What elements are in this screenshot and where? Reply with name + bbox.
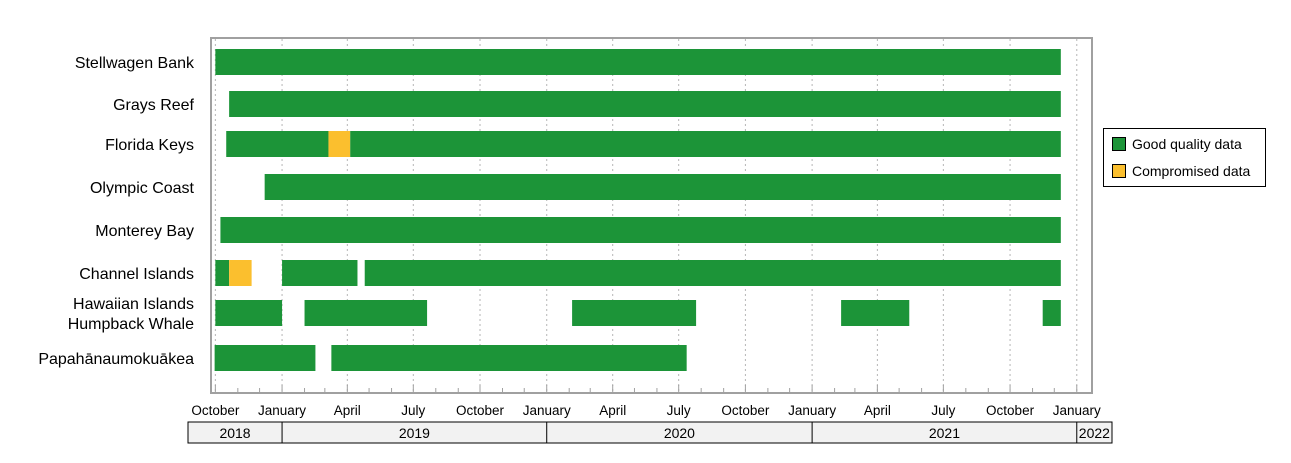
x-tick-label: January — [788, 403, 836, 418]
year-band: 2018 2019 2020 2021 2022 — [187, 421, 1113, 444]
x-tick-labels: October January April July October January Apr… — [191, 403, 1101, 418]
category-label: Channel Islands — [79, 266, 194, 283]
timeline-segment — [215, 260, 230, 286]
year-band-frame — [187, 421, 1113, 444]
x-tick-label: April — [334, 403, 361, 418]
x-tick-label: October — [191, 403, 240, 418]
timeline-segment — [350, 131, 1061, 157]
legend: Good quality data Compromised data — [1103, 128, 1266, 187]
legend-item-compromised: Compromised data — [1112, 163, 1250, 179]
year-label: 2019 — [399, 425, 430, 441]
legend-item-good: Good quality data — [1112, 136, 1242, 152]
timeline-segment — [226, 131, 329, 157]
timeline-segment — [1042, 300, 1061, 326]
legend-swatch-compromised — [1112, 164, 1126, 178]
minor-ticks — [214, 385, 1078, 393]
x-tick-label: October — [456, 403, 505, 418]
timeline-segment — [364, 260, 1061, 286]
x-tick-label: April — [864, 403, 891, 418]
year-label: 2021 — [929, 425, 960, 441]
x-tick-label: July — [931, 403, 955, 418]
x-tick-label: January — [523, 403, 571, 418]
x-tick-label: July — [401, 403, 425, 418]
timeline-segment — [214, 345, 316, 371]
x-tick-label: April — [599, 403, 626, 418]
category-label: Florida Keys — [105, 137, 194, 154]
timeline-segment — [215, 49, 1061, 75]
timeline-segment — [841, 300, 910, 326]
x-tick-label: July — [667, 403, 691, 418]
year-label: 2022 — [1079, 425, 1110, 441]
legend-label-compromised: Compromised data — [1132, 163, 1251, 179]
timeline-segment — [304, 300, 428, 326]
timeline-segment — [328, 131, 351, 157]
timeline-segment — [220, 217, 1061, 243]
category-label: Papahānaumokuākea — [38, 351, 194, 368]
timeline-segment — [572, 300, 697, 326]
plot-frame — [210, 37, 1093, 394]
category-label: Stellwagen Bank — [75, 55, 195, 72]
timeline-segment — [229, 91, 1061, 117]
timeline-segment — [215, 300, 283, 326]
timeline-segment — [229, 260, 252, 286]
category-label: Olympic Coast — [90, 180, 195, 197]
category-label: Monterey Bay — [95, 223, 194, 240]
category-labels: Stellwagen Bank Grays Reef Florida Keys Oly… — [38, 55, 195, 368]
legend-label-good: Good quality data — [1132, 136, 1242, 152]
timeline-segment — [331, 345, 687, 371]
year-label: 2018 — [219, 425, 250, 441]
x-tick-label: October — [721, 403, 770, 418]
x-tick-label: October — [986, 403, 1035, 418]
data-segments — [214, 49, 1061, 371]
x-tick-label: January — [1053, 403, 1101, 418]
timeline-segment — [282, 260, 358, 286]
legend-swatch-good — [1112, 137, 1126, 151]
year-label: 2020 — [664, 425, 695, 441]
x-tick-label: January — [258, 403, 306, 418]
category-label: Hawaiian Islands Humpback Whale — [68, 296, 194, 333]
gridlines — [214, 39, 1078, 392]
category-label: Grays Reef — [113, 97, 194, 114]
timeline-segment — [264, 174, 1061, 200]
